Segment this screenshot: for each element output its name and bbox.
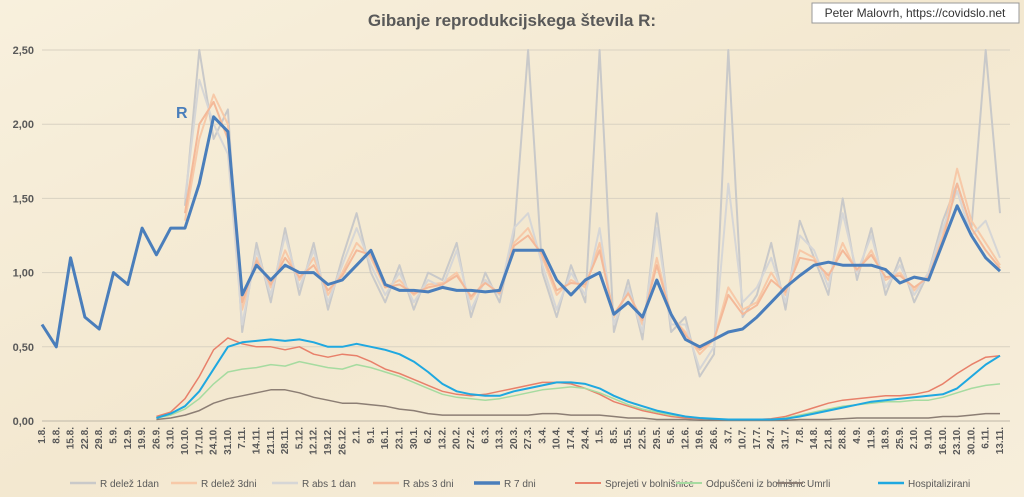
legend-label: R abs 3 dni [403,479,454,490]
series-line [156,337,1001,421]
x-tick-label: 22.5. [638,427,649,449]
x-tick-label: 19.6. [695,427,706,449]
series-line [156,389,1000,422]
x-tick-label: 23.10. [952,427,963,455]
y-tick-label: 1,50 [13,193,34,205]
x-tick-label: 10.7. [738,427,749,449]
x-tick-label: 24.7. [766,427,777,449]
x-tick-label: 4.9. [852,427,863,444]
x-tick-label: 5.12. [294,427,305,449]
x-tick-label: 21.11. [266,427,277,454]
x-tick-label: 15.8. [66,427,77,449]
x-tick-label: 7.8. [795,427,806,444]
annotation: R [176,105,188,122]
x-tick-label: 19.9. [137,427,148,449]
x-tick-label: 15.5. [623,427,634,449]
x-tick-label: 26.12. [337,427,348,455]
x-tick-label: 1.8. [37,427,48,444]
x-tick-label: 6.2. [423,427,434,444]
x-tick-label: 1.5. [595,427,606,444]
x-tick-label: 17.10. [194,427,205,455]
x-tick-label: 23.1. [394,427,405,449]
x-tick-label: 30.1. [409,427,420,449]
x-tick-label: 26.6. [709,427,720,449]
x-tick-label: 30.10. [966,427,977,455]
y-tick-label: 1,00 [13,268,34,280]
x-tick-label: 8.8. [51,427,62,444]
x-tick-label: 2.10. [909,427,920,449]
x-tick-label: 7.11. [237,427,248,449]
x-tick-label: 6.3. [480,427,491,444]
x-tick-label: 29.5. [652,427,663,449]
legend-label: Sprejeti v bolnišnice [605,479,694,490]
x-tick-label: 13.3. [495,427,506,449]
y-tick-label: 2,00 [13,119,34,131]
x-tick-label: 17.7. [752,427,763,449]
legend-label: R 7 dni [504,479,536,490]
x-tick-label: 20.3. [509,427,520,449]
x-tick-label: 3.7. [723,427,734,444]
x-tick-label: 9.1. [366,427,377,444]
x-tick-label: 27.2. [466,427,477,449]
x-tick-label: 2.1. [352,427,363,444]
x-tick-label: 8.5. [609,427,620,444]
x-tick-label: 9.10. [924,427,935,449]
x-tick-label: 27.3. [523,427,534,449]
x-tick-label: 14.8. [809,427,820,449]
x-tick-label: 28.11. [280,427,291,454]
x-tick-label: 31.7. [781,427,792,449]
legend-label: Hospitalizirani [908,479,970,490]
x-tick-label: 12.12. [309,427,320,455]
legend-label: R delež 3dni [201,479,257,490]
legend-label: Umrli [807,479,830,490]
x-tick-label: 10.4. [552,427,563,449]
series-line [156,338,1001,421]
x-tick-label: 25.9. [895,427,906,449]
x-tick-label: 26.9. [151,427,162,449]
x-tick-label: 14.11. [251,427,262,454]
x-tick-label: 5.9. [108,427,119,444]
credit: Peter Malovrh, https://covidslo.net [825,6,1006,20]
legend-label: R abs 1 dan [302,479,356,490]
legend-label: R delež 1dan [100,479,159,490]
x-tick-label: 16.10. [938,427,949,455]
x-tick-label: 21.8. [823,427,834,449]
x-tick-label: 22.8. [80,427,91,449]
x-tick-label: 20.2. [452,427,463,449]
x-tick-label: 24.10. [209,427,220,455]
x-tick-label: 13.2. [437,427,448,449]
x-tick-label: 31.10. [223,427,234,455]
x-tick-label: 16.1. [380,427,391,449]
x-tick-label: 28.8. [838,427,849,449]
x-tick-label: 12.9. [123,427,134,449]
y-tick-label: 0,50 [13,342,34,354]
x-tick-label: 17.4. [566,427,577,449]
y-tick-label: 2,50 [13,45,34,57]
legend-label: Odpuščeni iz bolnišnic [706,479,806,490]
y-tick-label: 0,00 [13,416,34,428]
x-tick-label: 12.6. [680,427,691,449]
series-line [40,115,1002,349]
x-tick-label: 10.10. [180,427,191,455]
x-tick-label: 3.10. [166,427,177,449]
x-tick-label: 13.11. [995,427,1006,454]
x-tick-label: 11.9. [866,427,877,449]
x-tick-label: 24.4. [580,427,591,449]
x-tick-label: 5.6. [666,427,677,444]
x-tick-label: 3.4. [537,427,548,444]
x-tick-label: 19.12. [323,427,334,455]
x-tick-label: 29.8. [94,427,105,449]
x-tick-label: 18.9. [881,427,892,449]
chart-title: Gibanje reprodukcijskega števila R: [368,11,656,30]
x-tick-label: 6.11. [981,427,992,449]
credit-box [811,2,1020,24]
